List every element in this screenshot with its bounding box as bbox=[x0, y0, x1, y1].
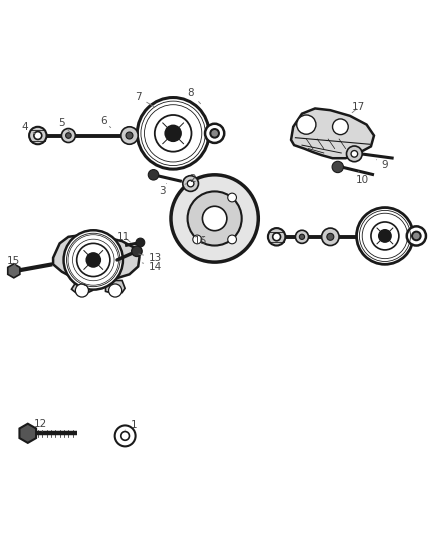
Text: 13: 13 bbox=[139, 253, 162, 263]
Circle shape bbox=[183, 176, 198, 191]
Circle shape bbox=[268, 228, 286, 246]
Text: 12: 12 bbox=[33, 419, 46, 432]
Circle shape bbox=[327, 233, 334, 240]
Circle shape bbox=[273, 233, 281, 241]
Circle shape bbox=[295, 230, 308, 244]
Circle shape bbox=[75, 284, 88, 297]
Circle shape bbox=[121, 127, 138, 144]
Text: 16: 16 bbox=[194, 236, 207, 246]
Circle shape bbox=[321, 228, 339, 246]
Circle shape bbox=[138, 98, 209, 169]
Circle shape bbox=[29, 127, 46, 144]
Circle shape bbox=[86, 253, 100, 267]
Text: 3: 3 bbox=[159, 183, 166, 196]
Circle shape bbox=[77, 244, 110, 277]
Circle shape bbox=[171, 175, 258, 262]
Polygon shape bbox=[19, 424, 36, 443]
Polygon shape bbox=[106, 280, 125, 294]
Polygon shape bbox=[71, 280, 92, 294]
Text: 14: 14 bbox=[142, 262, 162, 271]
Circle shape bbox=[346, 146, 362, 161]
Text: 2: 2 bbox=[185, 174, 196, 184]
Circle shape bbox=[115, 425, 136, 446]
Text: 11: 11 bbox=[117, 232, 131, 242]
Circle shape bbox=[109, 284, 122, 297]
Circle shape bbox=[371, 222, 399, 250]
Circle shape bbox=[228, 193, 237, 202]
Circle shape bbox=[379, 230, 391, 242]
Circle shape bbox=[297, 115, 316, 134]
Circle shape bbox=[205, 124, 224, 143]
Circle shape bbox=[210, 129, 219, 138]
Circle shape bbox=[357, 207, 413, 264]
Text: 6: 6 bbox=[100, 116, 111, 128]
Text: 17: 17 bbox=[352, 102, 365, 113]
Circle shape bbox=[407, 227, 426, 246]
Polygon shape bbox=[291, 108, 374, 158]
Circle shape bbox=[126, 132, 133, 139]
Circle shape bbox=[187, 191, 242, 246]
Circle shape bbox=[148, 169, 159, 180]
Text: 7: 7 bbox=[135, 92, 155, 107]
Circle shape bbox=[66, 133, 71, 138]
Text: 5: 5 bbox=[59, 118, 70, 132]
Circle shape bbox=[412, 232, 420, 240]
Circle shape bbox=[64, 230, 123, 289]
Circle shape bbox=[299, 234, 304, 239]
Circle shape bbox=[132, 246, 142, 256]
Text: 4: 4 bbox=[21, 122, 35, 134]
Text: 8: 8 bbox=[187, 88, 201, 104]
Circle shape bbox=[61, 128, 75, 142]
Circle shape bbox=[351, 150, 358, 157]
Circle shape bbox=[332, 161, 343, 173]
Text: 10: 10 bbox=[356, 171, 369, 185]
Circle shape bbox=[228, 235, 237, 244]
Text: 9: 9 bbox=[376, 160, 388, 170]
Text: 15: 15 bbox=[7, 256, 21, 266]
Polygon shape bbox=[53, 235, 140, 280]
Circle shape bbox=[34, 132, 42, 140]
Circle shape bbox=[121, 432, 130, 440]
Circle shape bbox=[187, 180, 194, 187]
Text: 1: 1 bbox=[125, 419, 137, 430]
Circle shape bbox=[136, 238, 145, 247]
Polygon shape bbox=[8, 264, 20, 278]
Circle shape bbox=[165, 125, 181, 141]
Circle shape bbox=[332, 119, 348, 135]
Circle shape bbox=[202, 206, 227, 231]
Circle shape bbox=[193, 235, 201, 244]
Circle shape bbox=[155, 115, 191, 152]
